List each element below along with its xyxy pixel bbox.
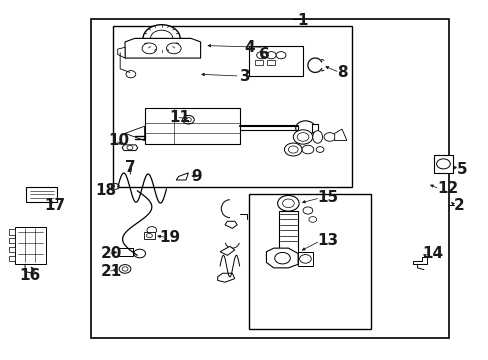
Circle shape <box>288 146 298 153</box>
Polygon shape <box>217 273 234 282</box>
Circle shape <box>166 43 181 54</box>
Bar <box>249 194 370 329</box>
Circle shape <box>302 145 313 154</box>
Bar <box>255 60 263 65</box>
Text: 3: 3 <box>239 68 250 84</box>
Bar <box>15 226 45 264</box>
Circle shape <box>122 267 128 271</box>
Bar <box>267 60 275 65</box>
Circle shape <box>277 195 299 211</box>
Text: 20: 20 <box>101 246 122 261</box>
Polygon shape <box>412 257 427 264</box>
Circle shape <box>324 133 335 141</box>
Circle shape <box>150 30 172 46</box>
Polygon shape <box>224 221 237 228</box>
Circle shape <box>126 71 136 78</box>
Circle shape <box>111 184 119 189</box>
Text: 6: 6 <box>259 47 269 62</box>
Text: 21: 21 <box>101 264 122 279</box>
Text: 18: 18 <box>96 183 117 198</box>
Circle shape <box>143 25 180 52</box>
Circle shape <box>146 233 152 238</box>
Polygon shape <box>311 125 317 132</box>
Text: 4: 4 <box>244 40 255 55</box>
Polygon shape <box>176 173 188 180</box>
Bar <box>278 211 298 255</box>
Polygon shape <box>220 246 234 255</box>
Circle shape <box>316 147 324 152</box>
Text: 10: 10 <box>108 133 129 148</box>
Polygon shape <box>122 145 138 150</box>
Ellipse shape <box>312 131 322 143</box>
Circle shape <box>185 118 191 122</box>
Polygon shape <box>266 248 298 268</box>
Text: 17: 17 <box>44 198 65 213</box>
Text: 16: 16 <box>20 267 41 283</box>
Text: 1: 1 <box>297 13 307 28</box>
Bar <box>298 252 312 266</box>
Bar <box>433 155 452 173</box>
Text: 12: 12 <box>436 181 457 197</box>
Bar <box>91 19 448 338</box>
Bar <box>119 248 133 256</box>
Circle shape <box>274 252 290 264</box>
Text: 11: 11 <box>168 110 189 125</box>
Bar <box>249 45 303 76</box>
Polygon shape <box>144 108 239 144</box>
Circle shape <box>295 121 315 135</box>
Text: 19: 19 <box>159 230 180 245</box>
Text: 13: 13 <box>317 234 338 248</box>
Circle shape <box>284 143 302 156</box>
Text: 5: 5 <box>456 162 466 177</box>
Text: 9: 9 <box>190 169 201 184</box>
Circle shape <box>297 133 308 141</box>
Circle shape <box>308 217 316 222</box>
Circle shape <box>182 116 194 124</box>
Bar <box>113 26 351 187</box>
Bar <box>9 229 15 234</box>
Circle shape <box>293 130 312 144</box>
Circle shape <box>119 265 131 273</box>
Circle shape <box>134 249 145 258</box>
Polygon shape <box>334 129 346 140</box>
Circle shape <box>436 159 449 169</box>
Circle shape <box>127 145 133 150</box>
Text: 7: 7 <box>124 160 135 175</box>
Circle shape <box>266 51 276 59</box>
Circle shape <box>256 51 266 59</box>
Text: 8: 8 <box>336 65 347 80</box>
Circle shape <box>303 207 312 214</box>
Text: 2: 2 <box>453 198 464 213</box>
Circle shape <box>299 255 311 263</box>
Bar <box>9 238 15 243</box>
Circle shape <box>142 43 157 54</box>
Bar <box>26 187 57 202</box>
Text: 14: 14 <box>422 246 443 261</box>
Polygon shape <box>125 39 200 58</box>
Bar <box>9 247 15 252</box>
Polygon shape <box>118 47 125 58</box>
Text: 15: 15 <box>317 190 338 206</box>
Circle shape <box>276 51 285 59</box>
Circle shape <box>282 199 294 208</box>
Circle shape <box>147 226 157 234</box>
Bar <box>143 232 155 239</box>
Bar <box>9 256 15 261</box>
Polygon shape <box>125 126 144 140</box>
